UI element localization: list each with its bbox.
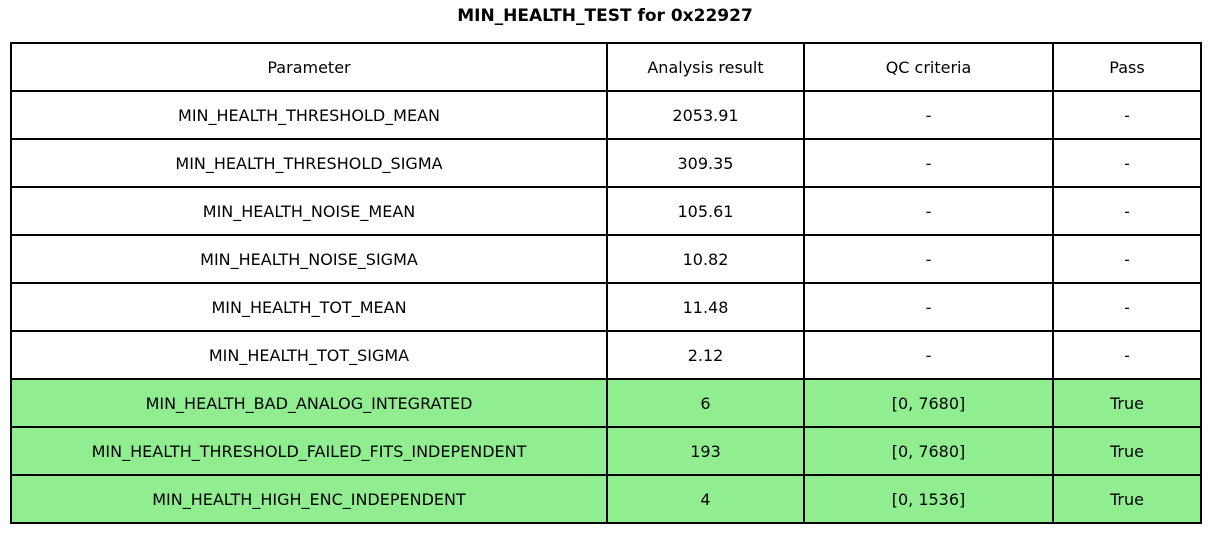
parameter-cell: MIN_HEALTH_NOISE_MEAN <box>10 186 608 236</box>
page-title: MIN_HEALTH_TEST for 0x22927 <box>457 6 753 26</box>
analysis-result-cell: 105.61 <box>606 186 805 236</box>
analysis-result-cell: 10.82 <box>606 234 805 284</box>
parameter-cell: MIN_HEALTH_BAD_ANALOG_INTEGRATED <box>10 378 608 428</box>
pass-cell: True <box>1052 378 1202 428</box>
qc-criteria-cell: - <box>803 90 1054 140</box>
table-row: MIN_HEALTH_TOT_MEAN 11.48- - <box>10 282 1202 332</box>
parameter-cell: MIN_HEALTH_TOT_MEAN <box>10 282 608 332</box>
pass-cell: - <box>1052 282 1202 332</box>
table-row: MIN_HEALTH_BAD_ANALOG_INTEGRATED 6 [0, 768… <box>10 378 1202 428</box>
table-row: MIN_HEALTH_THRESHOLD_MEAN 2053.91- - <box>10 90 1202 140</box>
pass-cell: True <box>1052 474 1202 524</box>
qc-criteria-cell: [0, 7680] <box>803 426 1054 476</box>
qc-criteria-cell: - <box>803 138 1054 188</box>
analysis-result-cell: 6 <box>606 378 805 428</box>
table-row: MIN_HEALTH_NOISE_SIGMA 10.82- - <box>10 234 1202 284</box>
table-row: MIN_HEALTH_HIGH_ENC_INDEPENDENT 4 [0, 1536… <box>10 474 1202 524</box>
qc-criteria-cell: - <box>803 186 1054 236</box>
analysis-result-cell: 193 <box>606 426 805 476</box>
pass-cell: - <box>1052 138 1202 188</box>
qc-criteria-cell: [0, 7680] <box>803 378 1054 428</box>
analysis-result-cell: 309.35 <box>606 138 805 188</box>
table-row: MIN_HEALTH_THRESHOLD_SIGMA 309.35- - <box>10 138 1202 188</box>
column-header-pass: Pass <box>1052 42 1202 92</box>
parameter-cell: MIN_HEALTH_NOISE_SIGMA <box>10 234 608 284</box>
table-row: MIN_HEALTH_THRESHOLD_FAILED_FITS_INDEPEN… <box>10 426 1202 476</box>
pass-cell: - <box>1052 186 1202 236</box>
qc-criteria-cell: - <box>803 234 1054 284</box>
parameter-cell: MIN_HEALTH_THRESHOLD_SIGMA <box>10 138 608 188</box>
parameter-cell: MIN_HEALTH_THRESHOLD_FAILED_FITS_INDEPEN… <box>10 426 608 476</box>
pass-cell: - <box>1052 90 1202 140</box>
table-header-row: Parameter Analysis result QC criteria Pa… <box>10 42 1202 92</box>
pass-cell: - <box>1052 330 1202 380</box>
analysis-result-cell: 4 <box>606 474 805 524</box>
column-header-parameter: Parameter <box>10 42 608 92</box>
parameter-cell: MIN_HEALTH_TOT_SIGMA <box>10 330 608 380</box>
analysis-result-cell: 11.48 <box>606 282 805 332</box>
parameter-cell: MIN_HEALTH_HIGH_ENC_INDEPENDENT <box>10 474 608 524</box>
table-row: MIN_HEALTH_NOISE_MEAN 105.61- - <box>10 186 1202 236</box>
qc-results-table: Parameter Analysis result QC criteria Pa… <box>10 42 1202 524</box>
analysis-result-cell: 2053.91 <box>606 90 805 140</box>
column-header-qc-criteria: QC criteria <box>803 42 1054 92</box>
pass-cell: - <box>1052 234 1202 284</box>
pass-cell: True <box>1052 426 1202 476</box>
table-body: MIN_HEALTH_THRESHOLD_MEAN 2053.91- - MIN_HE… <box>10 90 1202 524</box>
table-row: MIN_HEALTH_TOT_SIGMA 2.12- - <box>10 330 1202 380</box>
parameter-cell: MIN_HEALTH_THRESHOLD_MEAN <box>10 90 608 140</box>
qc-criteria-cell: [0, 1536] <box>803 474 1054 524</box>
column-header-analysis-result: Analysis result <box>606 42 805 92</box>
analysis-result-cell: 2.12 <box>606 330 805 380</box>
qc-criteria-cell: - <box>803 330 1054 380</box>
qc-criteria-cell: - <box>803 282 1054 332</box>
